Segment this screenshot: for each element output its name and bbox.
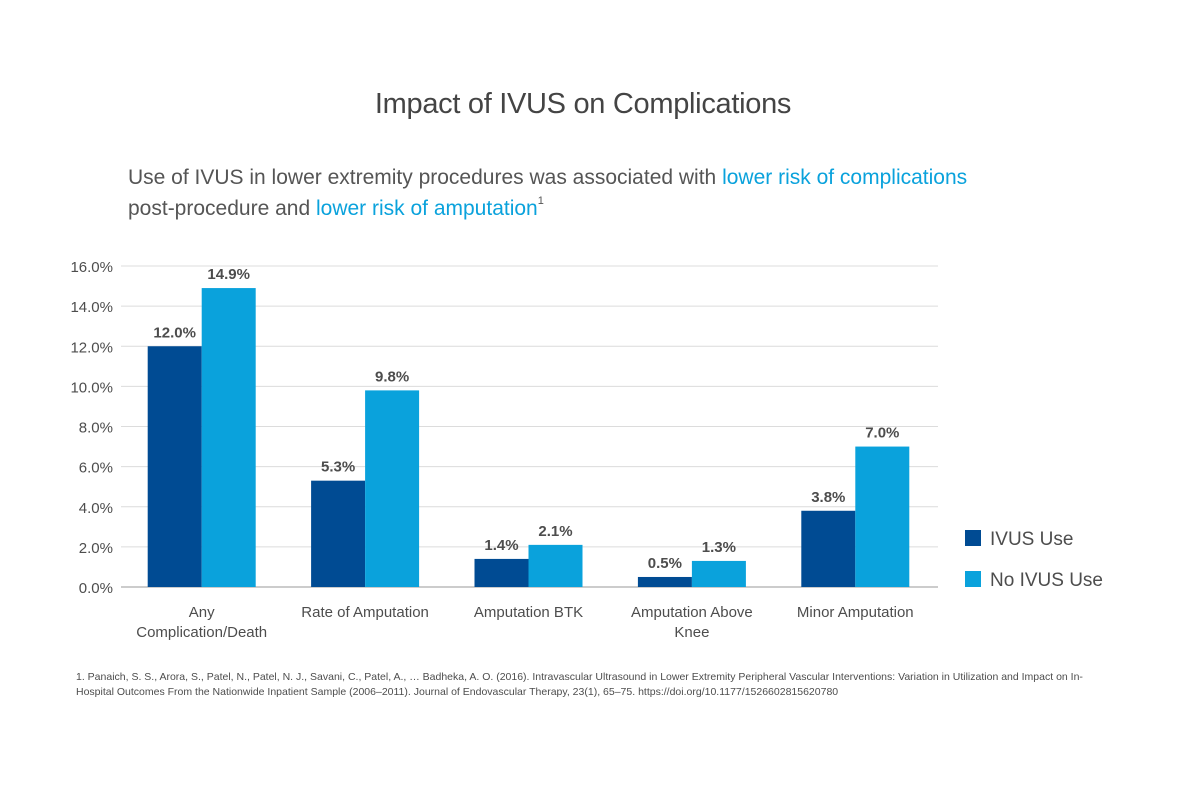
legend-swatch xyxy=(965,571,981,587)
subtitle-highlight-amputation: lower risk of amputation xyxy=(315,197,538,220)
bar-chart: 0.0% 2.0% 4.0% 6.0% 8.0% 10.0% 12.0% 14.0% 16.0%… xyxy=(70,259,1103,641)
y-tick-label: 14.0% xyxy=(70,299,113,316)
data-label: 5.3% xyxy=(321,459,355,476)
bar-no-ivus xyxy=(365,390,420,587)
y-tick-label: 10.0% xyxy=(70,379,113,396)
y-tick-label: 16.0% xyxy=(70,259,113,276)
bar-no-ivus xyxy=(528,544,583,587)
bar-ivus xyxy=(637,576,692,587)
x-tick-label: Amputation Above xyxy=(631,604,753,621)
data-label: 2.1% xyxy=(538,523,572,540)
y-tick-label: 2.0% xyxy=(79,540,113,557)
x-tick-label: Complication/Death xyxy=(136,624,267,641)
chart-title: Impact of IVUS on Complications xyxy=(374,88,792,120)
x-tick-label: Minor Amputation xyxy=(797,604,914,621)
data-label: 14.9% xyxy=(207,266,250,283)
bar-ivus xyxy=(801,510,856,587)
x-tick-label: Knee xyxy=(674,624,709,641)
x-tick-label: Rate of Amputation xyxy=(301,604,429,621)
data-label: 12.0% xyxy=(153,324,196,341)
y-tick-label: 6.0% xyxy=(79,460,113,477)
data-label: 1.4% xyxy=(484,537,518,554)
data-label: 1.3% xyxy=(702,539,736,556)
data-label: 3.8% xyxy=(811,489,845,506)
legend-label: No IVUS Use xyxy=(990,570,1103,591)
y-tick-label: 0.0% xyxy=(79,580,113,597)
bar-no-ivus xyxy=(855,446,910,587)
y-tick-label: 4.0% xyxy=(79,500,113,517)
legend-swatch xyxy=(965,530,981,546)
subtitle-text-2: post-procedure and xyxy=(128,197,316,220)
footnote-citation: 1. Panaich, S. S., Arora, S., Patel, N.,… xyxy=(76,671,1083,698)
subtitle-text: Use of IVUS in lower extremity procedure… xyxy=(128,166,723,189)
bar-ivus xyxy=(147,346,202,587)
y-tick-label: 12.0% xyxy=(70,339,113,356)
x-tick-label: Amputation BTK xyxy=(474,604,583,621)
y-tick-label: 8.0% xyxy=(79,420,113,437)
data-label: 0.5% xyxy=(648,555,682,572)
legend-label: IVUS Use xyxy=(990,529,1073,550)
bar-no-ivus xyxy=(691,560,746,587)
bar-ivus xyxy=(311,480,366,587)
data-label: 7.0% xyxy=(865,425,899,442)
bar-ivus xyxy=(474,558,529,587)
subtitle-highlight-complications: lower risk of complications xyxy=(722,166,968,189)
bar-no-ivus xyxy=(201,288,256,587)
chart-subtitle: Use of IVUS in lower extremity procedure… xyxy=(128,164,1088,222)
x-tick-label: Any xyxy=(189,604,215,621)
footnote-marker: 1 xyxy=(537,195,544,207)
data-label: 9.8% xyxy=(375,368,409,385)
